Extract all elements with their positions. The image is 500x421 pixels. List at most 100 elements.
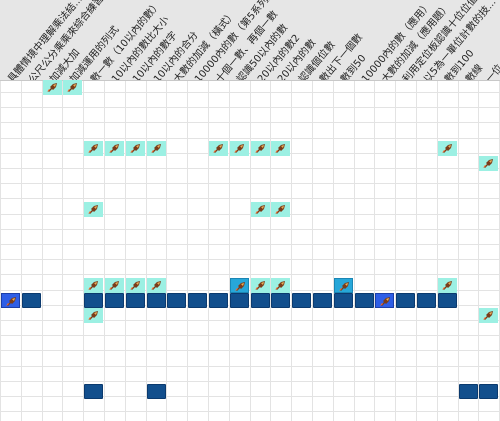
grid-cell-dark[interactable] <box>84 384 103 399</box>
grid-cell-teal[interactable] <box>479 308 498 323</box>
grid-hline <box>0 320 500 321</box>
grid-cell-dark[interactable] <box>292 293 311 308</box>
grid-cell-dark[interactable] <box>209 293 228 308</box>
rocket-icon <box>275 281 285 290</box>
grid-hline <box>0 107 500 108</box>
grid-hline <box>0 214 500 215</box>
grid-hline <box>0 290 500 291</box>
rocket-icon <box>88 281 98 290</box>
rocket-icon <box>380 297 390 306</box>
grid-vline <box>333 0 334 421</box>
grid-hline <box>0 411 500 412</box>
grid-vline <box>146 0 147 421</box>
column-header[interactable]: 一位... <box>484 55 500 81</box>
grid-cell-dark[interactable] <box>230 293 249 308</box>
grid-cell-teal[interactable] <box>43 80 62 95</box>
rocket-icon <box>483 159 493 168</box>
rocket-icon <box>442 144 452 153</box>
grid-vline <box>458 0 459 421</box>
rocket-icon <box>47 83 57 92</box>
grid-cell-teal[interactable] <box>147 141 166 156</box>
grid-cell-teal[interactable] <box>105 278 124 293</box>
grid-cell-dark[interactable] <box>147 293 166 308</box>
grid-cell-teal[interactable] <box>271 278 290 293</box>
grid-hline <box>0 168 500 169</box>
grid-cell-dark[interactable] <box>334 293 353 308</box>
grid-cell-teal[interactable] <box>147 278 166 293</box>
grid-cell-dark[interactable] <box>126 293 145 308</box>
grid-cell-teal[interactable] <box>271 202 290 217</box>
grid-hline <box>0 366 500 367</box>
grid-cell-highlight[interactable] <box>334 278 353 293</box>
grid-hline <box>0 381 500 382</box>
grid-vline <box>104 0 105 421</box>
grid-cell-dark[interactable] <box>105 293 124 308</box>
grid-vline <box>312 0 313 421</box>
grid-cell-dark[interactable] <box>188 293 207 308</box>
grid-cell-dark[interactable] <box>479 384 498 399</box>
rocket-icon <box>109 144 119 153</box>
grid-vline <box>208 0 209 421</box>
grid-hline <box>0 259 500 260</box>
grid-cell-teal[interactable] <box>251 278 270 293</box>
grid-cell-teal[interactable] <box>126 278 145 293</box>
grid-vline <box>166 0 167 421</box>
rocket-icon <box>213 144 223 153</box>
grid-cell-teal[interactable] <box>63 80 82 95</box>
rocket-icon <box>88 205 98 214</box>
grid-vline <box>395 0 396 421</box>
grid-vline <box>42 0 43 421</box>
grid-cell-highlight[interactable] <box>230 278 249 293</box>
grid-cell-selected[interactable] <box>375 293 394 308</box>
grid-cell-dark[interactable] <box>251 293 270 308</box>
column-header-bar: 具體情境中理解乘法結... 公尺公分乘乘來綜合練習 加減大加 加減運用的列式 數一數（1… <box>0 0 500 81</box>
grid-cell-teal[interactable] <box>271 141 290 156</box>
grid-cell-teal[interactable] <box>438 278 457 293</box>
grid-vline <box>270 0 271 421</box>
grid-hline <box>0 92 500 93</box>
grid-cell-teal[interactable] <box>84 308 103 323</box>
rocket-icon <box>151 144 161 153</box>
grid-cell-teal[interactable] <box>230 141 249 156</box>
grid-cell-dark[interactable] <box>417 293 436 308</box>
grid-cell-dark[interactable] <box>271 293 290 308</box>
grid-cell-teal[interactable] <box>84 202 103 217</box>
rocket-icon <box>6 297 16 306</box>
grid-cell-teal[interactable] <box>105 141 124 156</box>
grid-cell-dark[interactable] <box>459 384 478 399</box>
grid-vline <box>374 0 375 421</box>
grid-cell-teal[interactable] <box>126 141 145 156</box>
grid-cell-teal[interactable] <box>479 156 498 171</box>
grid-cell-teal[interactable] <box>251 141 270 156</box>
grid-cell-dark[interactable] <box>167 293 186 308</box>
grid-vline <box>83 0 84 421</box>
grid-cell-teal[interactable] <box>209 141 228 156</box>
grid-vline <box>354 0 355 421</box>
grid-cell-dark[interactable] <box>84 293 103 308</box>
grid-cell-teal[interactable] <box>84 141 103 156</box>
grid-cell-dark[interactable] <box>355 293 374 308</box>
grid-hline <box>0 229 500 230</box>
rocket-icon <box>67 83 77 92</box>
rocket-icon <box>130 144 140 153</box>
grid-vline <box>187 0 188 421</box>
grid-hline <box>0 335 500 336</box>
grid-cell-teal[interactable] <box>84 278 103 293</box>
grid-cell-selected[interactable] <box>1 293 20 308</box>
grid-cell-dark[interactable] <box>313 293 332 308</box>
rocket-icon <box>255 205 265 214</box>
grid-hline <box>0 183 500 184</box>
rocket-icon <box>255 281 265 290</box>
grid-vline <box>229 0 230 421</box>
grid-vline <box>250 0 251 421</box>
grid-cell-teal[interactable] <box>251 202 270 217</box>
grid-cell-dark[interactable] <box>396 293 415 308</box>
grid-hline <box>0 305 500 306</box>
grid-vline <box>62 0 63 421</box>
grid-cell-dark[interactable] <box>438 293 457 308</box>
grid-cell-dark[interactable] <box>147 384 166 399</box>
grid-cell-teal[interactable] <box>438 141 457 156</box>
grid-vline <box>125 0 126 421</box>
grid-cell-dark[interactable] <box>22 293 41 308</box>
